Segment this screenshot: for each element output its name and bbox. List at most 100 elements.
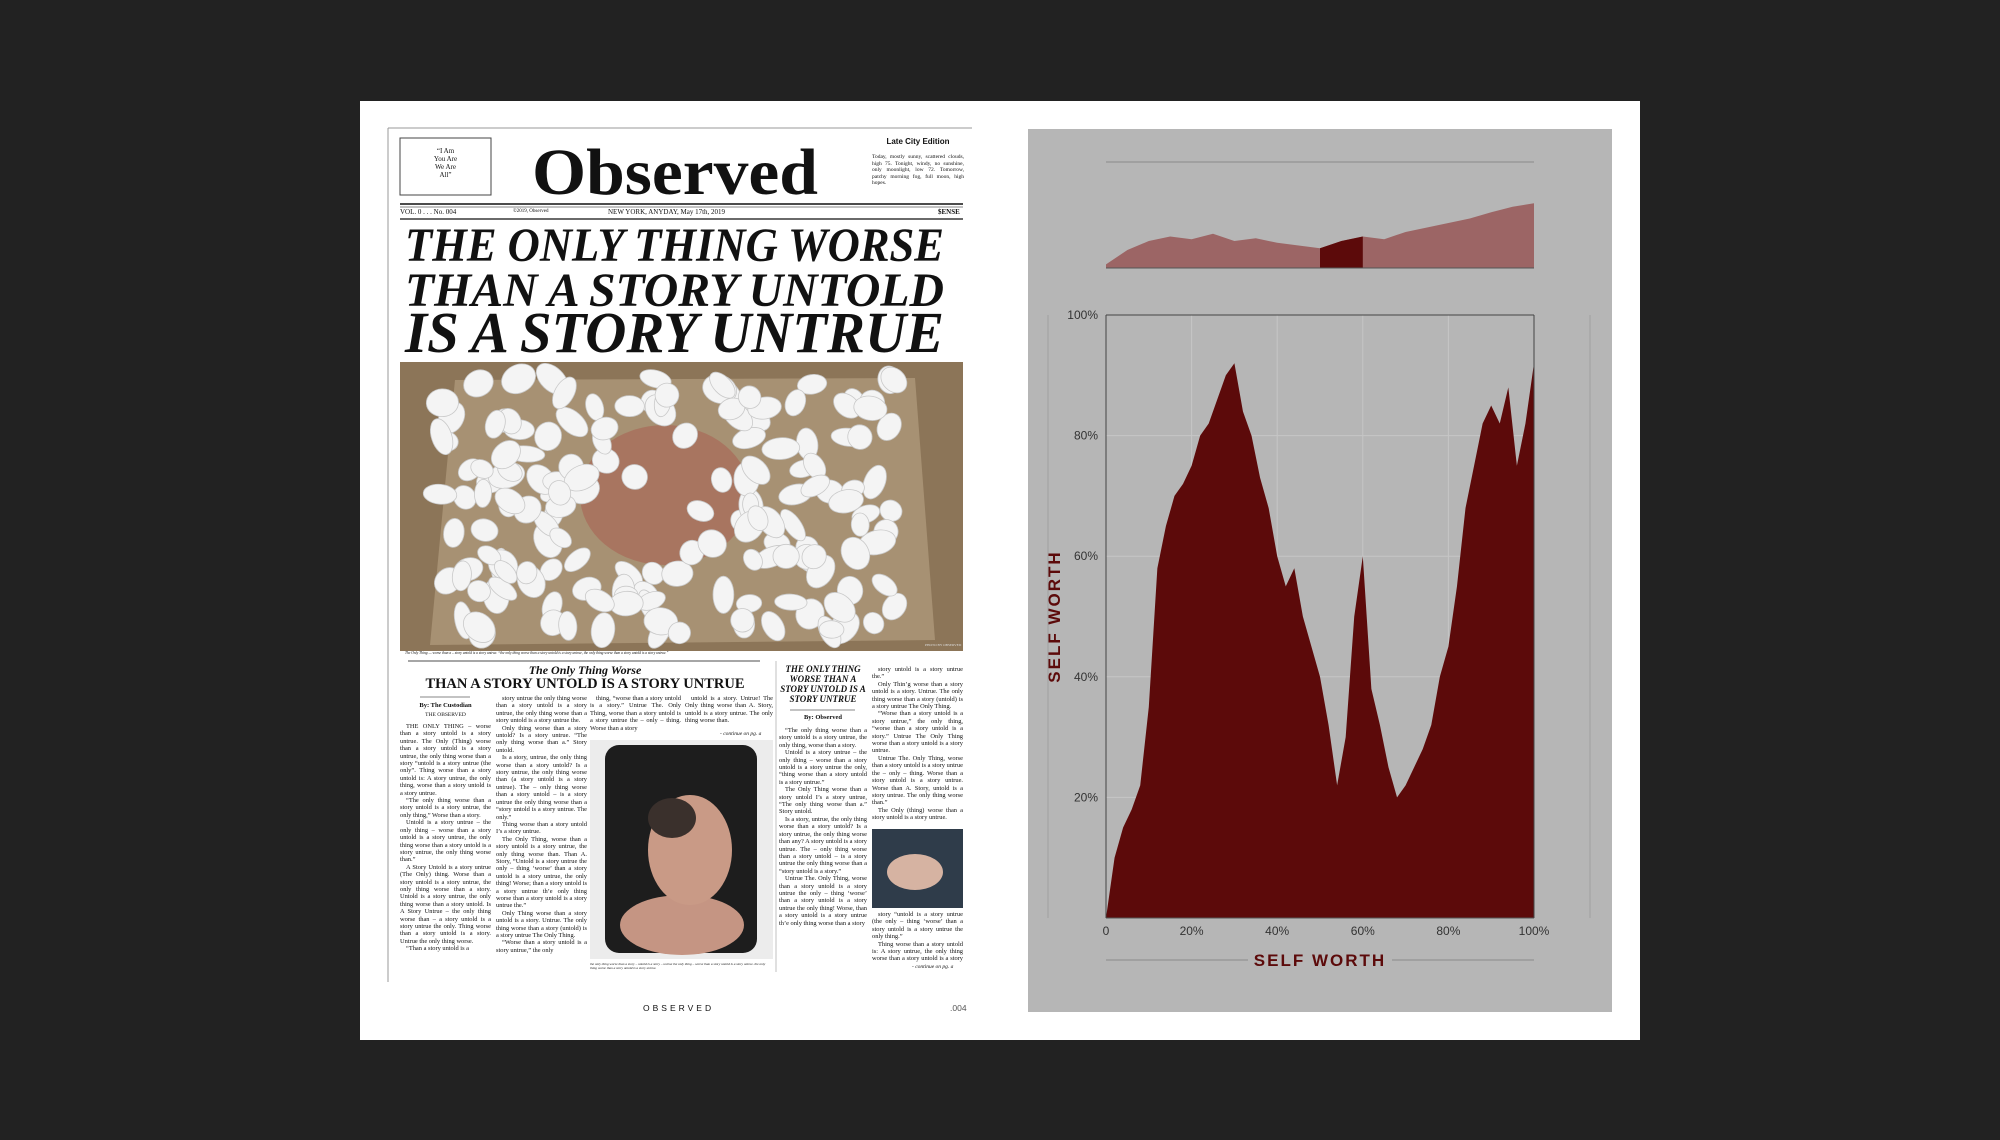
foam-piece bbox=[534, 421, 562, 452]
paragraph: Only Thin’g worse than a story untold is… bbox=[872, 680, 963, 711]
shoulders bbox=[620, 895, 744, 955]
foam-piece bbox=[422, 483, 458, 505]
dateline: NEW YORK, ANYDAY, May 17th, 2019 bbox=[608, 208, 726, 216]
foam-piece bbox=[467, 580, 491, 603]
mask-photo bbox=[590, 740, 773, 959]
front-photo bbox=[400, 362, 963, 651]
paragraph: Only thing worse than a story untold? Is… bbox=[496, 724, 587, 754]
foam-piece bbox=[429, 418, 454, 455]
foam-piece bbox=[667, 621, 691, 645]
foam-piece bbox=[730, 608, 755, 633]
foam-piece bbox=[761, 437, 801, 460]
foam-piece bbox=[862, 612, 885, 635]
paragraph: untold is a story. Untrue! The Only thin… bbox=[685, 695, 773, 725]
x-tick-label: 0 bbox=[1103, 924, 1110, 938]
y-tick-label: 60% bbox=[1074, 549, 1098, 563]
foam-piece bbox=[784, 389, 807, 417]
foam-piece bbox=[548, 480, 572, 506]
foam-piece bbox=[558, 610, 578, 641]
area bbox=[1106, 203, 1534, 268]
foam-piece bbox=[881, 592, 908, 621]
foam-piece bbox=[516, 561, 538, 585]
foam-piece bbox=[614, 395, 645, 418]
foam-piece bbox=[564, 547, 591, 572]
foam-piece bbox=[780, 508, 806, 542]
copyright: ©2019, Observed bbox=[513, 209, 549, 214]
foam-piece bbox=[796, 374, 828, 395]
foam-piece bbox=[710, 467, 733, 493]
foam-piece bbox=[494, 487, 526, 515]
foam-piece bbox=[484, 409, 506, 439]
text-column: story untrue the only thing worse than a… bbox=[496, 695, 587, 973]
paragraph: story untrue the only thing worse than a… bbox=[496, 695, 587, 725]
foam-piece bbox=[862, 464, 887, 500]
foam-piece bbox=[584, 588, 615, 613]
foam-piece bbox=[470, 518, 499, 542]
foam-piece bbox=[654, 382, 680, 408]
edition: Late City Edition bbox=[886, 137, 950, 146]
photo-credit: PHOTO BY OBSERVED bbox=[925, 643, 962, 647]
foam-piece bbox=[741, 455, 771, 485]
paragraph: “The only thing worse than a story untol… bbox=[779, 727, 867, 749]
x-tick-label: 60% bbox=[1351, 924, 1375, 938]
paragraph: The Only Thing worse than a story untold… bbox=[779, 786, 867, 816]
foam-piece bbox=[772, 543, 800, 569]
article-kicker: The Only Thing Worse bbox=[528, 663, 642, 677]
foam-piece bbox=[871, 573, 898, 597]
foam-piece bbox=[451, 560, 472, 592]
foam-piece bbox=[590, 416, 619, 441]
area bbox=[1106, 363, 1534, 918]
foam-piece bbox=[463, 369, 494, 398]
foam-piece bbox=[709, 371, 736, 399]
foam-piece bbox=[697, 529, 727, 558]
foam-piece bbox=[876, 412, 902, 441]
paragraph: Untold is a story untrue – the only thin… bbox=[400, 819, 491, 864]
paragraph: Only Thing worse than a story untold is … bbox=[496, 909, 587, 939]
foam-piece bbox=[801, 544, 827, 570]
paragraph: story “untold is a story untrue (the onl… bbox=[872, 911, 963, 941]
charts: 20% 40% 60% 80% 100% 0 20% 40% 60% 80% 100% SELF WO… bbox=[1045, 203, 1550, 970]
foam-piece bbox=[828, 489, 864, 514]
foam-piece bbox=[470, 459, 494, 479]
figure bbox=[887, 854, 943, 890]
foam-piece bbox=[549, 527, 572, 549]
foam-piece bbox=[590, 612, 616, 649]
foam-piece bbox=[761, 611, 786, 642]
x-tick-label: 40% bbox=[1265, 924, 1289, 938]
footer-brand: OBSERVED bbox=[643, 1003, 715, 1013]
volume: VOL. 0 . . . No. 004 bbox=[400, 208, 457, 216]
text-column: story untold is a story untrue the.” Only… bbox=[872, 666, 963, 824]
foam-piece bbox=[501, 363, 536, 395]
foam-piece bbox=[425, 388, 459, 417]
foam-piece bbox=[853, 395, 888, 421]
foam-piece bbox=[641, 561, 665, 585]
foam-piece bbox=[774, 593, 808, 611]
photo-caption: The Only Thing — worse than a – story un… bbox=[405, 651, 669, 655]
foam-piece bbox=[712, 575, 735, 614]
side-headline: THE ONLY THING WORSE THAN A STORY UNTOLD… bbox=[780, 664, 866, 704]
paragraph: “Than a story untold is a bbox=[406, 945, 470, 953]
foam-piece bbox=[880, 366, 908, 394]
foam-piece bbox=[850, 512, 870, 537]
x-tick-label: 20% bbox=[1180, 924, 1204, 938]
text-column: THE ONLY THING – worse than a story unto… bbox=[400, 723, 491, 973]
foam-piece bbox=[672, 422, 698, 449]
paragraph: Is a story, untrue, the only thing worse… bbox=[779, 815, 867, 875]
foam-piece bbox=[661, 560, 694, 587]
ear-text: “I Am You Are We Are All” bbox=[400, 147, 491, 179]
paragraph: The Only (thing) worse than a story unto… bbox=[872, 806, 963, 822]
paragraph: THE ONLY THING – worse than a story unto… bbox=[400, 723, 491, 797]
headline-line: THAN A STORY UNTOLD bbox=[405, 264, 944, 317]
x-axis-label: SELF WORTH bbox=[1254, 951, 1386, 970]
text-column: story “untold is a story untrue (the onl… bbox=[872, 911, 963, 963]
foam-piece bbox=[840, 536, 871, 570]
masthead: Observed bbox=[532, 136, 818, 209]
x-tick-label: 100% bbox=[1519, 924, 1550, 938]
paragraph: Thing worse than a story untold I’s a st… bbox=[496, 820, 587, 836]
paragraph: “Worse than a story untold is a story un… bbox=[872, 710, 963, 755]
paragraph: thing, “worse than a story untold is a s… bbox=[590, 695, 681, 732]
foam-piece bbox=[800, 474, 830, 498]
text-column: thing, “worse than a story untold is a s… bbox=[590, 695, 681, 733]
